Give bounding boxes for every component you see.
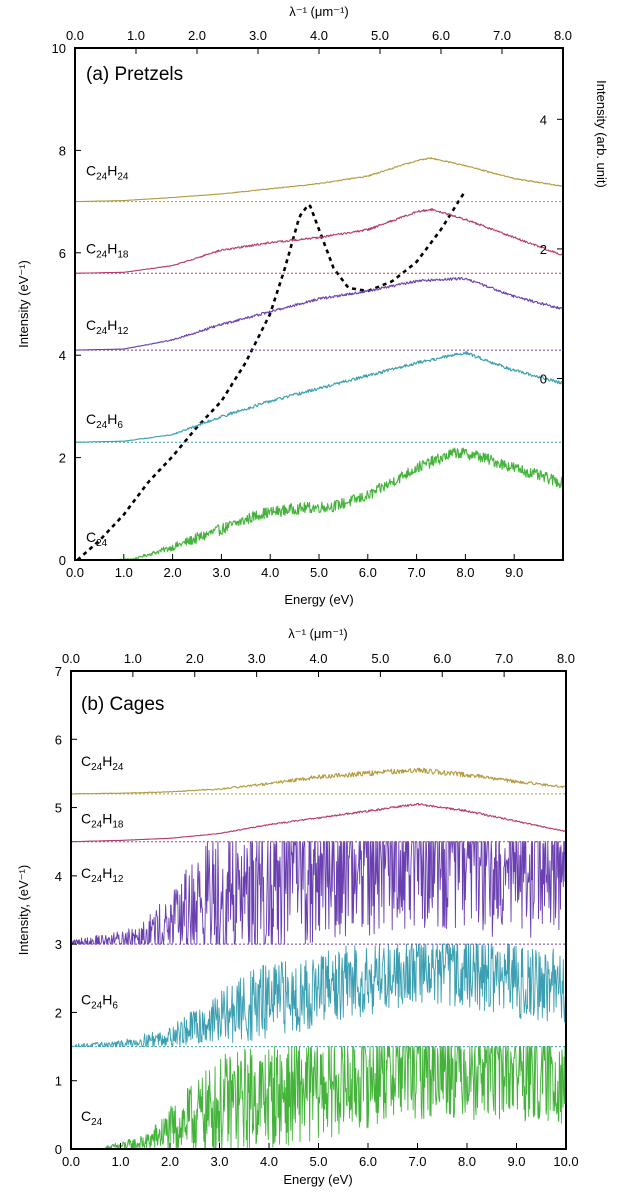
x-tick-label: 1.0 bbox=[111, 1154, 129, 1169]
x-tick-label: 6.0 bbox=[359, 1154, 377, 1169]
series-line-c24h6 bbox=[70, 943, 567, 1048]
x-tick-label: 1.0 bbox=[115, 565, 133, 580]
series-label: C24H12 bbox=[81, 865, 124, 885]
x-tick-label: 8.0 bbox=[456, 565, 474, 580]
y-tick-label: 7 bbox=[55, 664, 62, 679]
series-line-c24 bbox=[105, 1046, 567, 1150]
y-tick-label: 6 bbox=[55, 732, 62, 747]
panel-cages: 0.0 1.0 2.0 3.0 4.0 5.0 6.0 7.0 8.0 9.0 10.0 0 1 2 3 4 5… bbox=[16, 626, 579, 1187]
series-line-c24 bbox=[109, 447, 564, 561]
x-tick-label: 9.0 bbox=[507, 1154, 525, 1169]
y-tick-label: 2 bbox=[55, 1005, 62, 1020]
ticks-cages: 0.0 1.0 2.0 3.0 4.0 5.0 6.0 7.0 8.0 9.0 10.0 0 1 2 3 4 5… bbox=[55, 651, 579, 1169]
x-tick-label: 2.0 bbox=[164, 565, 182, 580]
series-label: C24H18 bbox=[81, 811, 124, 831]
series-label: C24 bbox=[86, 529, 108, 549]
x-axis-label-cages: Energy (eV) bbox=[283, 1172, 352, 1187]
right-tick-label: 0 bbox=[540, 372, 547, 387]
y-tick-label: 4 bbox=[55, 869, 62, 884]
top-axis-label-pretzels: λ⁻¹ (μm⁻¹) bbox=[289, 4, 348, 19]
top-tick-label: 4.0 bbox=[310, 28, 328, 43]
series-label: C24H6 bbox=[81, 992, 118, 1012]
x-tick-label: 3.0 bbox=[210, 1154, 228, 1169]
x-tick-label: 10.0 bbox=[553, 1154, 578, 1169]
series-label: C24H24 bbox=[86, 163, 129, 183]
y-tick-label: 5 bbox=[55, 801, 62, 816]
y-tick-label: 3 bbox=[55, 937, 62, 952]
y-axis-label-pretzels: Intensity (eV⁻¹) bbox=[16, 260, 31, 348]
series-label: C24 bbox=[81, 1108, 103, 1128]
top-tick-label: 1.0 bbox=[124, 651, 142, 666]
traces-pretzels bbox=[75, 157, 564, 561]
series-labels-pretzels: C24 C24H6 C24H12 C24H18 C24H24 bbox=[86, 163, 129, 549]
series-line-c24h12 bbox=[75, 276, 564, 351]
series-line-c24h6 bbox=[75, 350, 564, 443]
top-tick-label: 8.0 bbox=[557, 651, 575, 666]
x-tick-label: 3.0 bbox=[212, 565, 230, 580]
top-tick-label: 5.0 bbox=[371, 28, 389, 43]
panel-title-pretzels: (a) Pretzels bbox=[86, 64, 183, 85]
x-tick-label: 0.0 bbox=[66, 565, 84, 580]
right-tick-label: 2 bbox=[540, 242, 547, 257]
top-tick-label: 7.0 bbox=[495, 651, 513, 666]
series-line-c24h24 bbox=[75, 157, 564, 203]
top-tick-label: 2.0 bbox=[188, 28, 206, 43]
top-tick-label: 0.0 bbox=[62, 651, 80, 666]
top-tick-label: 7.0 bbox=[493, 28, 511, 43]
right-tick-label: 4 bbox=[540, 112, 547, 127]
x-tick-label: 7.0 bbox=[408, 565, 426, 580]
top-tick-label: 2.0 bbox=[186, 651, 204, 666]
x-tick-label: 0.0 bbox=[62, 1154, 80, 1169]
top-tick-label: 6.0 bbox=[433, 651, 451, 666]
plot-frame-pretzels bbox=[74, 47, 564, 561]
y-tick-label: 4 bbox=[59, 348, 66, 363]
x-tick-label: 2.0 bbox=[161, 1154, 179, 1169]
series-line-c24h18 bbox=[75, 208, 564, 274]
y-axis-label-cages: Intensity, (eV⁻¹) bbox=[16, 865, 31, 955]
series-label: C24H6 bbox=[86, 411, 123, 431]
y-tick-label: 1 bbox=[55, 1074, 62, 1089]
y-tick-label: 6 bbox=[59, 246, 66, 261]
right-axis-label-pretzels: Intensity (arb. unit) bbox=[594, 80, 609, 188]
traces-cages bbox=[70, 767, 567, 1150]
y-tick-label: 10 bbox=[52, 41, 66, 56]
y-tick-label: 8 bbox=[59, 143, 66, 158]
series-label: C24H24 bbox=[81, 753, 124, 773]
top-tick-label: 5.0 bbox=[371, 651, 389, 666]
top-tick-label: 3.0 bbox=[249, 28, 267, 43]
y-tick-label: 0 bbox=[55, 1142, 62, 1157]
x-tick-label: 9.0 bbox=[505, 565, 523, 580]
top-tick-label: 0.0 bbox=[66, 28, 84, 43]
x-tick-label: 8.0 bbox=[458, 1154, 476, 1169]
series-line-c24h12 bbox=[70, 841, 567, 945]
x-tick-label: 4.0 bbox=[261, 565, 279, 580]
top-tick-label: 6.0 bbox=[432, 28, 450, 43]
series-line-c24h18 bbox=[71, 802, 567, 843]
x-tick-label: 7.0 bbox=[408, 1154, 426, 1169]
x-tick-label: 4.0 bbox=[260, 1154, 278, 1169]
panel-pretzels: 0.0 1.0 2.0 3.0 4.0 5.0 6.0 7.0 8.0 9.002468100.0… bbox=[16, 4, 609, 607]
series-label: C24H18 bbox=[86, 240, 129, 260]
x-axis-label-pretzels: Energy (eV) bbox=[284, 592, 353, 607]
x-tick-label: 6.0 bbox=[359, 565, 377, 580]
series-labels-cages: C24 C24H6 C24H12 C24H18 C24H24 bbox=[81, 753, 124, 1128]
panel-title-cages: (b) Cages bbox=[81, 694, 164, 715]
extinction-curve bbox=[76, 189, 467, 561]
x-tick-label: 5.0 bbox=[309, 1154, 327, 1169]
series-line-c24h24 bbox=[70, 767, 567, 795]
series-label: C24H12 bbox=[86, 317, 129, 337]
top-tick-label: 1.0 bbox=[127, 28, 145, 43]
x-tick-label: 5.0 bbox=[310, 565, 328, 580]
top-axis-label-cages: λ⁻¹ (μm⁻¹) bbox=[288, 626, 347, 641]
top-tick-label: 3.0 bbox=[248, 651, 266, 666]
y-tick-label: 2 bbox=[59, 451, 66, 466]
top-tick-label: 8.0 bbox=[554, 28, 572, 43]
plot-frame-cages bbox=[70, 670, 567, 1150]
y-tick-label: 0 bbox=[59, 553, 66, 568]
top-tick-label: 4.0 bbox=[309, 651, 327, 666]
ticks-pretzels: 0.0 1.0 2.0 3.0 4.0 5.0 6.0 7.0 8.0 9.002468100.0… bbox=[52, 28, 573, 580]
